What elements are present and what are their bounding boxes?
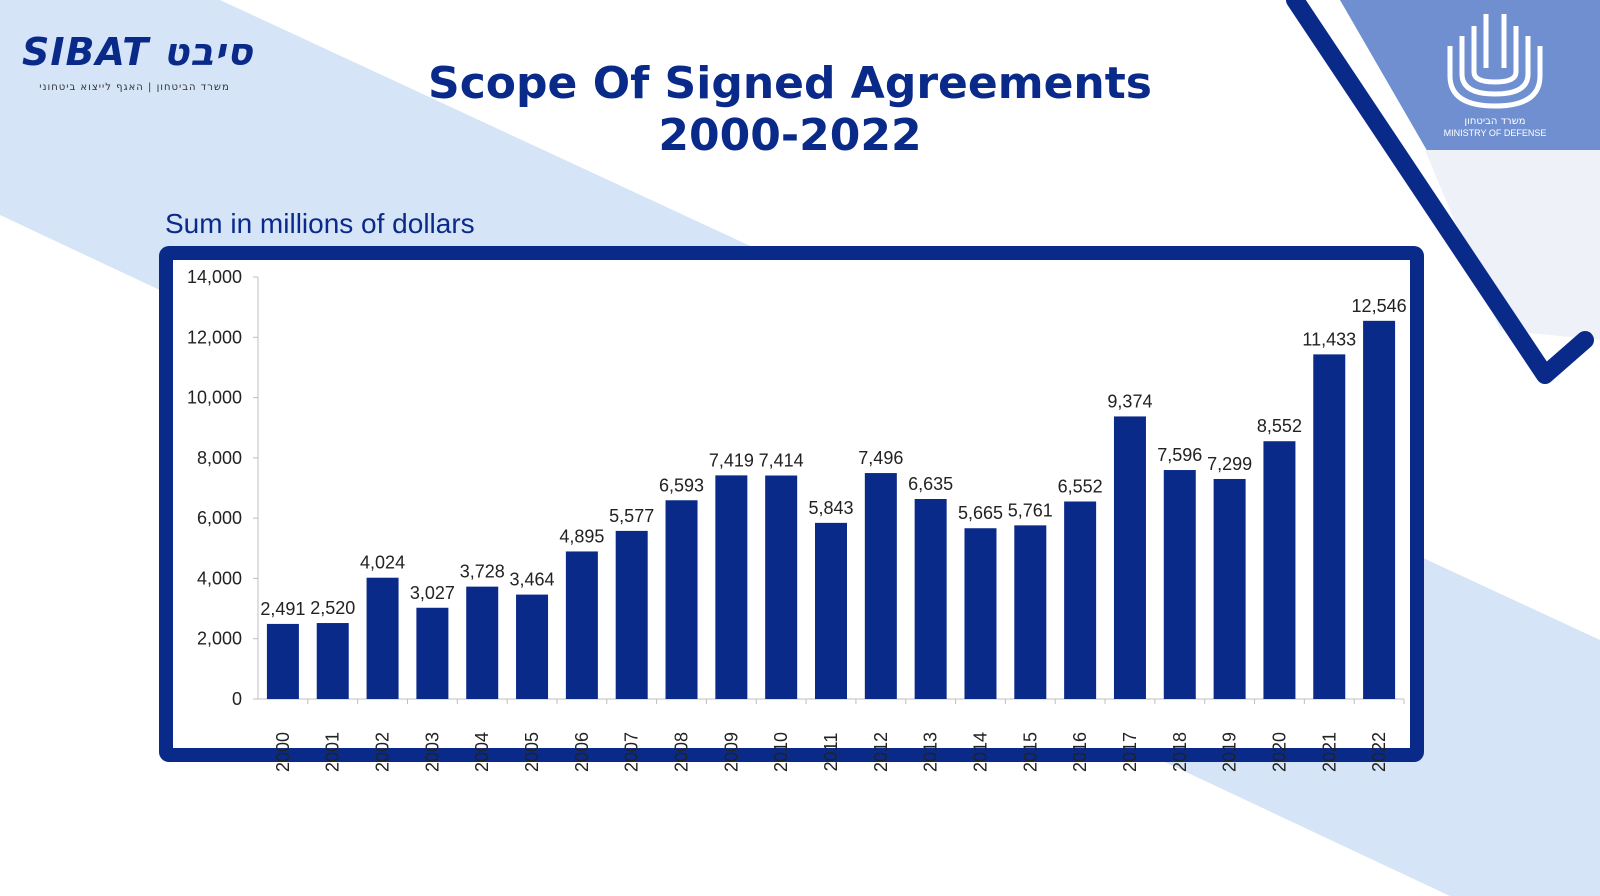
chart-title-block: Scope Of Signed Agreements 2000-2022 <box>390 58 1190 162</box>
bar <box>1313 354 1346 699</box>
sibat-logo-name: SIBAT סיבט <box>22 30 254 74</box>
bar-value-label: 3,027 <box>410 583 455 603</box>
photo-area <box>1425 150 1600 340</box>
x-tick-label: 2002 <box>373 732 393 772</box>
bar <box>1363 320 1396 699</box>
bar-value-label: 7,496 <box>858 448 903 468</box>
x-tick-label: 2009 <box>721 732 741 772</box>
bar-value-label: 6,635 <box>908 474 953 494</box>
y-tick-label: 10,000 <box>187 388 242 408</box>
bar <box>1113 416 1146 699</box>
bar-value-label: 2,491 <box>260 599 305 619</box>
x-tick-label: 2014 <box>970 732 990 772</box>
bar <box>266 623 299 699</box>
x-tick-label: 2003 <box>422 732 442 772</box>
bar-value-label: 12,546 <box>1352 296 1407 316</box>
bar-value-label: 5,665 <box>958 503 1003 523</box>
y-tick-label: 12,000 <box>187 327 242 347</box>
x-tick-label: 2011 <box>821 733 841 772</box>
menorah-emblem-icon <box>1447 14 1543 109</box>
y-tick-label: 8,000 <box>197 448 242 468</box>
bar-value-label: 3,728 <box>460 562 505 582</box>
chevron-check-icon <box>1286 0 1594 384</box>
bar <box>1014 525 1047 699</box>
bar <box>665 500 698 699</box>
x-tick-label: 2013 <box>921 732 941 772</box>
bar <box>615 530 648 699</box>
x-tick-label: 2017 <box>1120 732 1140 772</box>
bar <box>466 586 499 699</box>
x-tick-label: 2018 <box>1170 732 1190 772</box>
chart-subtitle: 2000-2022 <box>658 110 922 161</box>
bar-value-label: 8,552 <box>1257 416 1302 436</box>
x-tick-label: 2020 <box>1269 732 1289 772</box>
x-tick-label: 2004 <box>472 732 492 772</box>
bar-value-label: 5,843 <box>808 498 853 518</box>
bar <box>516 594 549 699</box>
bar <box>964 528 997 699</box>
x-tick-label: 2010 <box>771 732 791 772</box>
bar <box>316 623 349 699</box>
x-tick-label: 2007 <box>622 732 642 772</box>
x-tick-label: 2012 <box>871 732 891 772</box>
ministry-hebrew-label: משרד הביטחון <box>1464 116 1526 127</box>
bar-value-label: 3,464 <box>510 570 555 590</box>
sibat-logo-subtitle: משרד הביטחון | האגף לייצוא ביטחוני <box>39 82 230 93</box>
bar <box>416 607 449 699</box>
bar <box>864 473 897 699</box>
bar-value-label: 5,761 <box>1008 500 1053 520</box>
bar-value-label: 7,414 <box>759 451 804 471</box>
bar-value-label: 9,374 <box>1107 391 1152 411</box>
bar <box>565 551 598 699</box>
x-tick-label: 2016 <box>1070 732 1090 772</box>
y-axis-label: Sum in millions of dollars <box>165 208 475 239</box>
x-tick-label: 2005 <box>522 732 542 772</box>
bar <box>1163 470 1196 699</box>
bar <box>1263 441 1296 699</box>
bar-value-label: 6,593 <box>659 475 704 495</box>
bar-value-label: 2,520 <box>310 598 355 618</box>
bar <box>914 499 947 699</box>
x-tick-label: 2000 <box>273 732 293 772</box>
sibat-logo: SIBAT סיבט משרד הביטחון | האגף לייצוא בי… <box>22 30 254 100</box>
x-tick-label: 2006 <box>572 732 592 772</box>
bar-value-label: 5,577 <box>609 506 654 526</box>
bar-value-label: 7,596 <box>1157 445 1202 465</box>
bar <box>815 522 847 699</box>
bar-value-label: 7,299 <box>1207 454 1252 474</box>
bar <box>1213 478 1246 699</box>
bar <box>715 475 748 699</box>
chart-title: Scope Of Signed Agreements <box>428 58 1152 109</box>
bar-value-label: 7,419 <box>709 450 754 470</box>
y-tick-label: 14,000 <box>187 267 242 287</box>
y-tick-label: 2,000 <box>197 629 242 649</box>
x-tick-label: 2015 <box>1020 732 1040 772</box>
bar <box>1064 501 1097 699</box>
bar-value-label: 4,024 <box>360 553 405 573</box>
y-tick-label: 0 <box>232 689 242 709</box>
x-tick-label: 2021 <box>1319 732 1339 772</box>
ministry-of-defense-logo: משרד הביטחון MINISTRY OF DEFENSE <box>1440 6 1550 141</box>
bar-value-label: 4,895 <box>559 526 604 546</box>
bar-value-label: 6,552 <box>1058 477 1103 497</box>
x-tick-label: 2022 <box>1369 732 1389 772</box>
ministry-english-label: MINISTRY OF DEFENSE <box>1443 128 1547 138</box>
x-tick-label: 2001 <box>323 732 343 772</box>
bar-value-label: 11,433 <box>1302 329 1356 349</box>
y-tick-label: 4,000 <box>197 568 242 588</box>
x-tick-label: 2008 <box>672 732 692 772</box>
bar <box>366 577 399 699</box>
x-tick-label: 2019 <box>1220 732 1240 772</box>
bar <box>765 475 798 699</box>
y-tick-label: 6,000 <box>197 508 242 528</box>
